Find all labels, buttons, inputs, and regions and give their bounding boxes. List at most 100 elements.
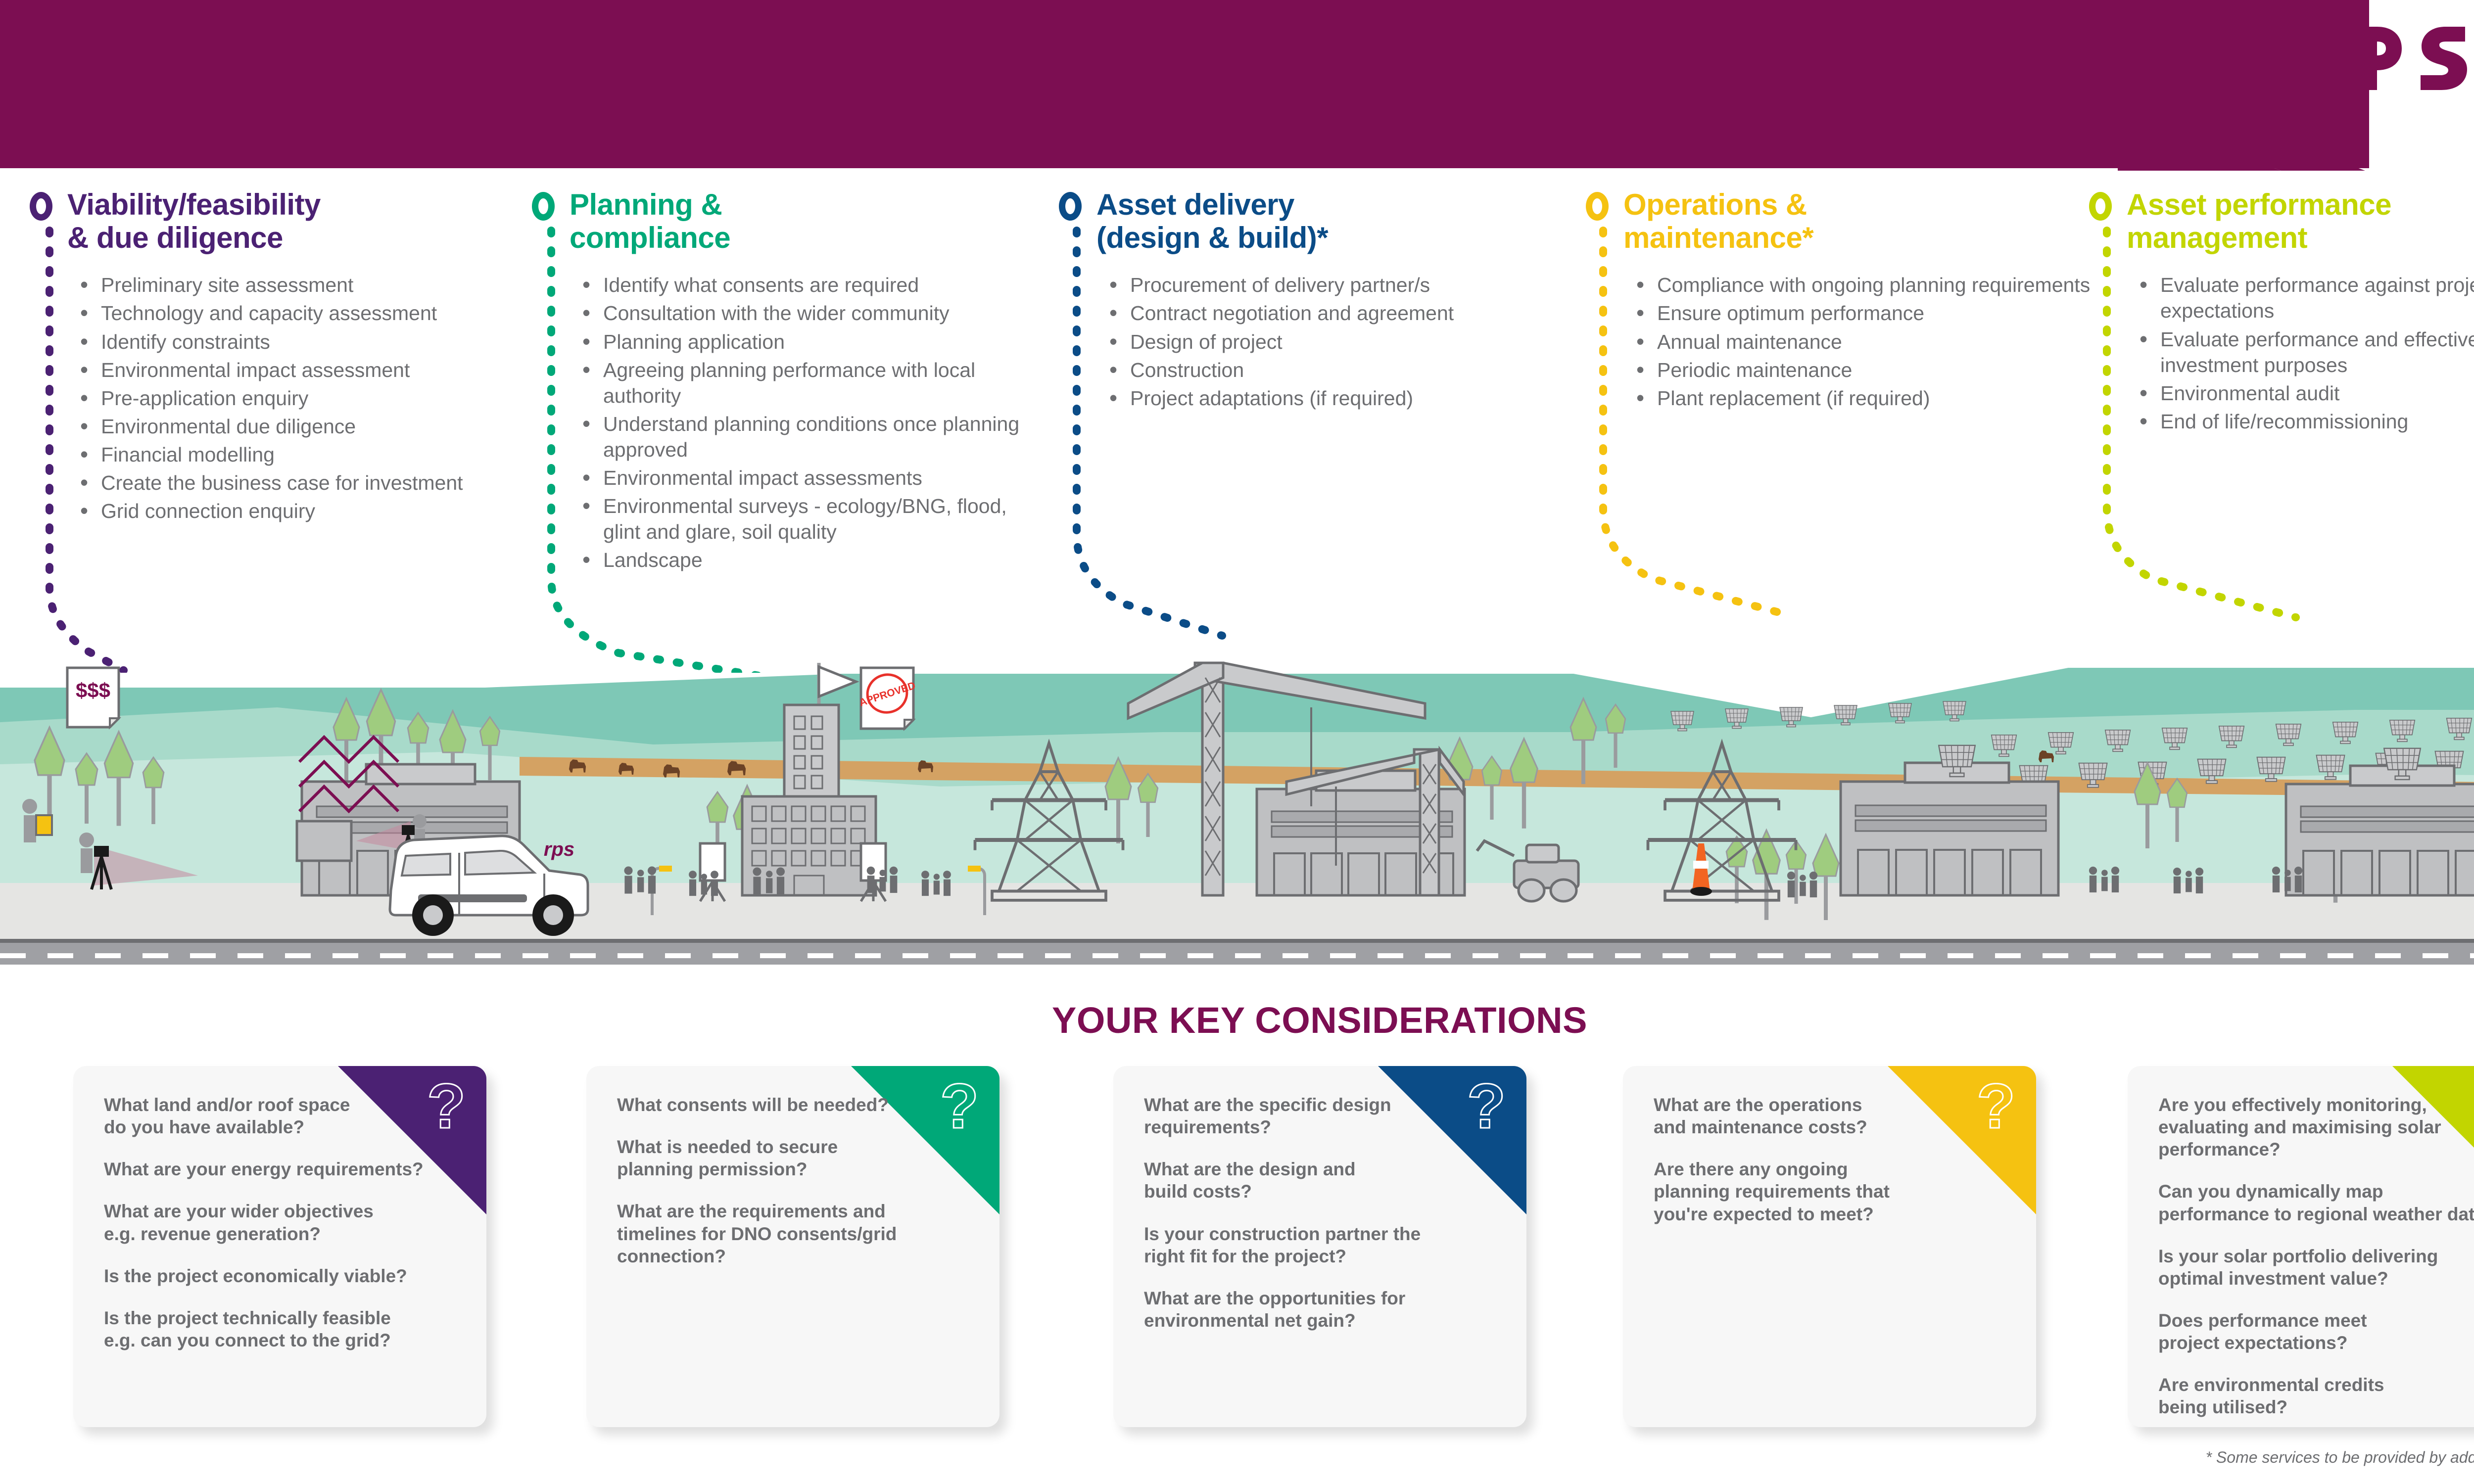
approved-document: APPROVED — [858, 666, 917, 731]
list-item: Construction — [1106, 356, 1583, 383]
list-item: Agreeing planning performance with local… — [579, 356, 1047, 409]
question-text: Is the project economically viable? — [104, 1265, 407, 1286]
phase-1-header: Viability/feasibility & due diligence — [30, 188, 529, 254]
phase-4-title-line2: maintenance* — [1623, 221, 1814, 255]
phase-1-title: Viability/feasibility & due diligence — [67, 188, 321, 254]
question-text: What land and/or roof space do you have … — [104, 1095, 350, 1138]
list-item: Evaluate performance and effectiveness f… — [2137, 325, 2474, 378]
list-item: Procurement of delivery partner/s — [1106, 271, 1583, 298]
question-text: Is your construction partner the right f… — [1144, 1223, 1421, 1266]
phase-3-title: Asset delivery (design & build)* — [1096, 188, 1329, 255]
question-text: Can you dynamically map performance to r… — [2158, 1181, 2474, 1224]
question-text: What are your wider objectives e.g. reve… — [104, 1201, 374, 1244]
list-item: Annual maintenance — [1633, 327, 2110, 355]
phase-4-title: Operations & maintenance* — [1623, 188, 1814, 255]
phase-3-title-line2: (design & build)* — [1096, 221, 1329, 255]
list-item: Environmental impact assessments — [579, 464, 1047, 491]
svg-text:rps: rps — [544, 838, 574, 860]
question-text: Does performance meet project expectatio… — [2158, 1310, 2367, 1353]
phase-5-title: Asset performance management — [2127, 188, 2392, 254]
excavator — [1475, 839, 1580, 903]
question-text: Are you effectively monitoring, evaluati… — [2158, 1095, 2441, 1160]
card-corner-triangle — [2392, 1066, 2474, 1148]
phase-node-icon — [1059, 192, 1082, 221]
question-mark-icon: ? — [1976, 1071, 2016, 1142]
phase-2-title: Planning & compliance — [570, 188, 731, 255]
phase-2-header: Planning & compliance — [532, 188, 1047, 254]
header-bar — [0, 0, 2369, 168]
consideration-card-4[interactable]: ? What are the operations and maintenanc… — [1623, 1066, 2036, 1427]
consideration-card-5[interactable]: ? Are you effectively monitoring, evalua… — [2128, 1066, 2474, 1427]
list-item: Understand planning conditions once plan… — [579, 410, 1047, 463]
consideration-card-1[interactable]: ? What land and/or roof space do you hav… — [73, 1066, 486, 1427]
consideration-card-3[interactable]: ? What are the specific design requireme… — [1113, 1066, 1526, 1427]
fence — [298, 735, 400, 814]
money-document: $$$ — [66, 666, 121, 730]
rps-logo: MAKING COMPLEX EASY — [2319, 24, 2474, 93]
question-mark-icon: ? — [426, 1071, 466, 1142]
card-2-body: What consents will be needed? What is ne… — [586, 1066, 999, 1267]
phase-column-4: Operations & maintenance* Compliance wit… — [1586, 188, 2110, 414]
list-item: Design of project — [1106, 327, 1583, 355]
list-item: Preliminary site assessment — [77, 271, 529, 298]
card-corner-triangle — [338, 1066, 486, 1214]
street-lamp-2 — [968, 866, 986, 915]
phase-3-title-line1: Asset delivery — [1096, 188, 1294, 221]
question-text: Is the project technically feasible e.g.… — [104, 1307, 391, 1350]
list-item: Identify constraints — [77, 327, 529, 355]
phase-1-title-line1: Viability/feasibility — [67, 188, 321, 221]
question-text: What are the requirements and timelines … — [617, 1201, 897, 1266]
list-item: Environmental surveys - ecology/BNG, flo… — [579, 492, 1047, 545]
list-item: Planning application — [579, 327, 1047, 355]
list-item: Periodic maintenance — [1633, 356, 2110, 383]
list-item: Compliance with ongoing planning require… — [1633, 271, 2110, 298]
consideration-cards: ? What land and/or roof space do you hav… — [0, 1066, 2474, 1447]
crane-1 — [1127, 661, 1427, 897]
card-corner-triangle — [851, 1066, 999, 1214]
list-item: End of life/recommissioning — [2137, 408, 2474, 435]
tower-block — [741, 703, 877, 897]
question-text: What are the specific design requirement… — [1144, 1095, 1391, 1138]
list-item: Plant replacement (if required) — [1633, 384, 2110, 412]
list-item: Ensure optimum performance — [1633, 299, 2110, 326]
question-text: Are there any ongoing planning requireme… — [1654, 1159, 1890, 1224]
phase-2-title-line2: compliance — [570, 221, 731, 255]
list-item: Technology and capacity assessment — [77, 299, 529, 326]
phase-column-2: Planning & compliance Identify what cons… — [532, 188, 1047, 575]
svg-text:$$$: $$$ — [76, 679, 110, 702]
surveyor-1 — [79, 833, 198, 890]
question-mark-icon: ? — [1466, 1071, 1506, 1142]
phase-column-5: Asset performance management Evaluate pe… — [2089, 188, 2474, 437]
phase-1-title-line2: & due diligence — [67, 221, 283, 255]
question-text: What are your energy requirements? — [104, 1159, 424, 1180]
phase-4-list: Compliance with ongoing planning require… — [1586, 271, 2110, 412]
phase-column-1: Viability/feasibility & due diligence Pr… — [30, 188, 529, 526]
card-4-body: What are the operations and maintenance … — [1623, 1066, 2036, 1225]
traffic-cone — [1690, 843, 1712, 896]
phase-3-list: Procurement of delivery partner/s Contra… — [1059, 271, 1583, 412]
phase-5-header: Asset performance management — [2089, 188, 2474, 254]
list-item: Environmental impact assessment — [77, 356, 529, 383]
card-1-body: What land and/or roof space do you have … — [73, 1066, 486, 1351]
card-corner-triangle — [1888, 1066, 2036, 1214]
phase-4-title-line1: Operations & — [1623, 188, 1807, 221]
list-item: Create the business case for investment — [77, 469, 529, 496]
list-item: Consultation with the wider community — [579, 299, 1047, 326]
phase-1-list: Preliminary site assessment Technology a… — [30, 271, 529, 524]
phase-node-icon — [2089, 192, 2112, 221]
question-text: Is your solar portfolio delivering optim… — [2158, 1246, 2438, 1289]
question-text: What consents will be needed? — [617, 1095, 889, 1115]
question-text: What are the design and build costs? — [1144, 1159, 1356, 1202]
question-mark-icon: ? — [939, 1071, 979, 1142]
list-item: Identify what consents are required — [579, 271, 1047, 298]
phase-2-list: Identify what consents are required Cons… — [532, 271, 1047, 573]
landscape-illustration: $$$ APPROVED — [0, 658, 2474, 965]
card-5-body: Are you effectively monitoring, evaluati… — [2128, 1066, 2474, 1418]
phase-node-icon — [30, 192, 52, 221]
surveyor-with-tablet — [22, 799, 53, 842]
crane-2 — [1285, 745, 1465, 897]
building-warehouse-right — [1839, 744, 2060, 897]
list-item: Environmental audit — [2137, 379, 2474, 407]
consideration-card-2[interactable]: ? What consents will be needed? What is … — [586, 1066, 999, 1427]
